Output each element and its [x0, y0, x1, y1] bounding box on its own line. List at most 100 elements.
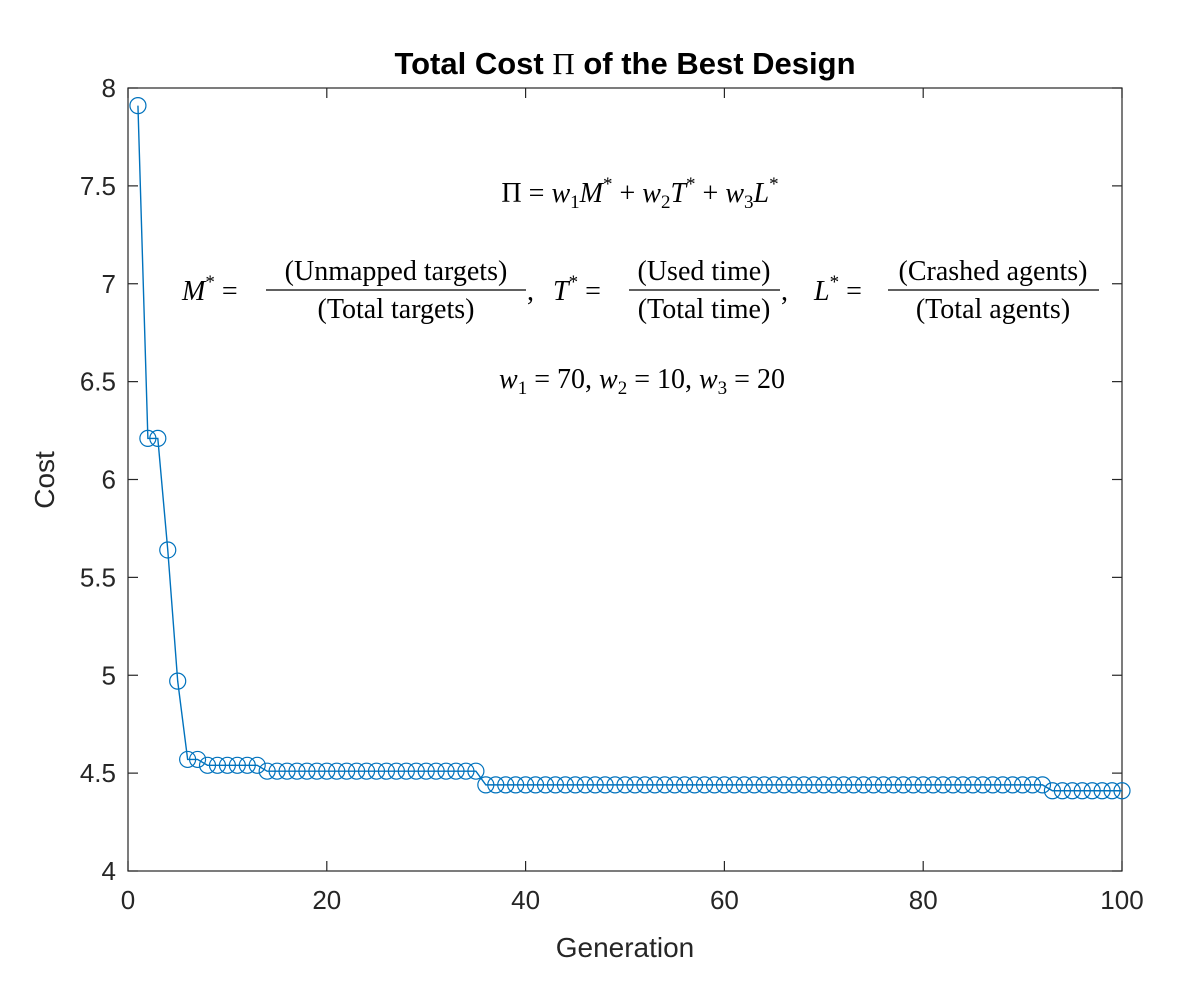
data-point	[576, 776, 594, 794]
data-point	[626, 776, 644, 794]
data-point	[715, 776, 734, 794]
data-point	[427, 762, 445, 780]
data-point	[775, 776, 793, 794]
svg-text:(Unmapped targets): (Unmapped targets)	[285, 256, 508, 287]
data-point	[666, 776, 684, 794]
svg-text:(Total agents): (Total agents)	[916, 294, 1070, 325]
series-markers	[129, 97, 1131, 800]
x-axis: 0 20 40 60 80 100	[121, 88, 1144, 915]
data-point	[755, 776, 773, 794]
data-point	[735, 776, 753, 794]
data-point	[745, 776, 763, 794]
data-point	[149, 429, 167, 447]
data-point	[695, 776, 714, 794]
y-tick-label: 7.5	[80, 171, 116, 201]
data-point	[805, 776, 823, 794]
data-point	[308, 762, 326, 780]
svg-text:(Used time): (Used time)	[638, 256, 771, 287]
data-point	[348, 762, 366, 780]
data-point	[964, 776, 982, 794]
data-point	[139, 429, 157, 447]
data-point	[198, 756, 217, 774]
y-tick-label: 5.5	[80, 562, 116, 592]
y-tick-label: 4.5	[80, 758, 116, 788]
svg-text:,: ,	[781, 276, 788, 307]
data-point	[1063, 782, 1081, 800]
data-point	[298, 762, 316, 780]
data-point	[884, 776, 902, 794]
data-point	[954, 776, 972, 794]
data-point	[785, 776, 803, 794]
data-point	[526, 776, 545, 794]
data-point	[1113, 782, 1131, 800]
chart-title: Total Cost Π of the Best Design	[394, 46, 855, 81]
data-point	[1083, 782, 1101, 800]
data-point	[397, 762, 415, 780]
data-point	[725, 776, 743, 794]
data-point	[248, 756, 266, 774]
data-point	[874, 776, 893, 794]
data-point	[854, 776, 873, 794]
data-point	[218, 756, 236, 774]
data-point	[228, 756, 246, 774]
data-point	[208, 756, 227, 774]
data-point	[367, 762, 386, 780]
equation-crash-ratio: L* = (Crashed agents) (Total agents)	[813, 256, 1099, 325]
data-point	[924, 776, 942, 794]
data-point	[1103, 782, 1121, 800]
svg-text:,: ,	[527, 276, 534, 307]
svg-text:(Total targets): (Total targets)	[318, 294, 475, 325]
data-point	[507, 776, 525, 794]
data-point	[487, 776, 505, 794]
data-point	[417, 762, 435, 780]
data-point	[188, 750, 207, 769]
data-point	[1053, 782, 1071, 800]
y-axis: 4 4.5 5 5.5 6 6.5 7 7.5 8	[80, 73, 1122, 886]
equation-total-cost: Π = w1M* + w2T* + w3L*	[501, 174, 778, 213]
data-point	[546, 776, 565, 794]
equation-weights: w1 = 70, w2 = 10, w3 = 20	[499, 364, 785, 399]
y-tick-label: 7	[102, 269, 116, 299]
data-point	[357, 762, 376, 780]
svg-text:M* =: M* =	[181, 272, 238, 307]
data-point	[238, 756, 256, 774]
data-point	[586, 776, 604, 794]
series-line-cost	[137, 105, 1122, 792]
equation-mapping-ratio: M* = (Unmapped targets) (Total targets) …	[181, 256, 534, 325]
data-point	[338, 762, 356, 780]
x-tick-label: 20	[312, 885, 341, 915]
data-point	[318, 762, 336, 780]
data-point	[457, 762, 475, 780]
data-point	[1043, 782, 1062, 800]
data-point	[974, 776, 992, 794]
data-point	[845, 776, 863, 794]
equation-time-ratio: T* = (Used time) (Total time) ,	[553, 256, 788, 325]
data-point	[159, 541, 177, 559]
data-point	[288, 762, 306, 780]
data-point	[536, 776, 555, 794]
data-point	[705, 776, 724, 794]
data-point	[407, 762, 425, 780]
data-point	[825, 776, 843, 794]
data-point	[477, 776, 495, 794]
data-point	[656, 776, 674, 794]
x-tick-label: 60	[710, 885, 739, 915]
data-point	[646, 776, 664, 794]
data-point	[1033, 776, 1052, 794]
data-point	[984, 776, 1002, 794]
x-tick-label: 80	[909, 885, 938, 915]
data-point	[944, 776, 962, 794]
data-point	[864, 776, 883, 794]
data-point	[1023, 776, 1042, 794]
data-point	[606, 776, 624, 794]
y-tick-label: 6.5	[80, 367, 116, 397]
data-point	[447, 762, 465, 780]
data-point	[268, 762, 286, 780]
data-point	[258, 762, 276, 780]
svg-text:(Total time): (Total time)	[638, 294, 771, 325]
data-point	[328, 762, 346, 780]
data-point	[636, 776, 654, 794]
data-point	[556, 776, 574, 794]
y-tick-label: 5	[102, 660, 116, 690]
data-point	[835, 776, 853, 794]
